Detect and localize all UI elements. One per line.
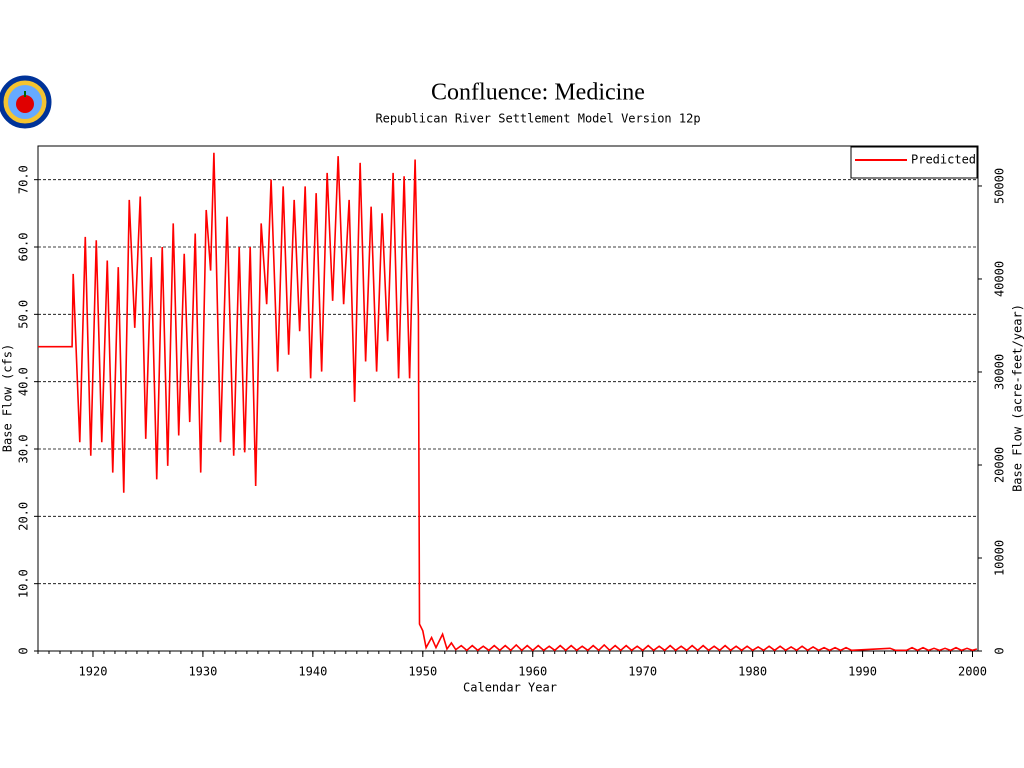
x-tick-label: 1920 (79, 665, 108, 679)
plot-frame (37, 145, 979, 652)
x-axis-label: Calendar Year (463, 681, 557, 695)
y2-axis-label: Base Flow (acre-feet/year) (1011, 304, 1024, 492)
y-tick-label: 10.0 (17, 569, 31, 598)
y-tick-label: 50.0 (17, 300, 31, 329)
x-tick-label: 1940 (298, 665, 327, 679)
y2-tick-label: 30000 (993, 354, 1007, 390)
y-tick-label: 60.0 (17, 233, 31, 262)
x-tick-label: 1930 (188, 665, 217, 679)
y-tick-label: 70.0 (17, 165, 31, 194)
y-tick-label: 0 (17, 647, 31, 654)
logo (0, 75, 52, 129)
y2-tick-label: 40000 (993, 261, 1007, 297)
y2-tick-label: 50000 (993, 168, 1007, 204)
y-tick-label: 40.0 (17, 367, 31, 396)
x-tick-label: 1950 (408, 665, 437, 679)
x-tick-label: 1990 (848, 665, 877, 679)
x-tick-label: 1970 (628, 665, 657, 679)
y-tick-label: 20.0 (17, 502, 31, 531)
x-tick-label: 1980 (738, 665, 767, 679)
y2-tick-label: 0 (993, 647, 1007, 654)
x-tick-label: 2000 (958, 665, 987, 679)
legend-box (850, 146, 978, 179)
data-line (38, 152, 978, 652)
y2-tick-label: 20000 (993, 447, 1007, 483)
y2-tick-label: 10000 (993, 540, 1007, 576)
chart-title: Confluence: Medicine (431, 80, 645, 106)
y-axis-label: Base Flow (cfs) (1, 344, 15, 452)
y-tick-label: 30.0 (17, 435, 31, 464)
legend-label: Predicted (911, 153, 976, 167)
x-tick-label: 1960 (518, 665, 547, 679)
chart-subtitle: Republican River Settlement Model Versio… (375, 112, 700, 126)
